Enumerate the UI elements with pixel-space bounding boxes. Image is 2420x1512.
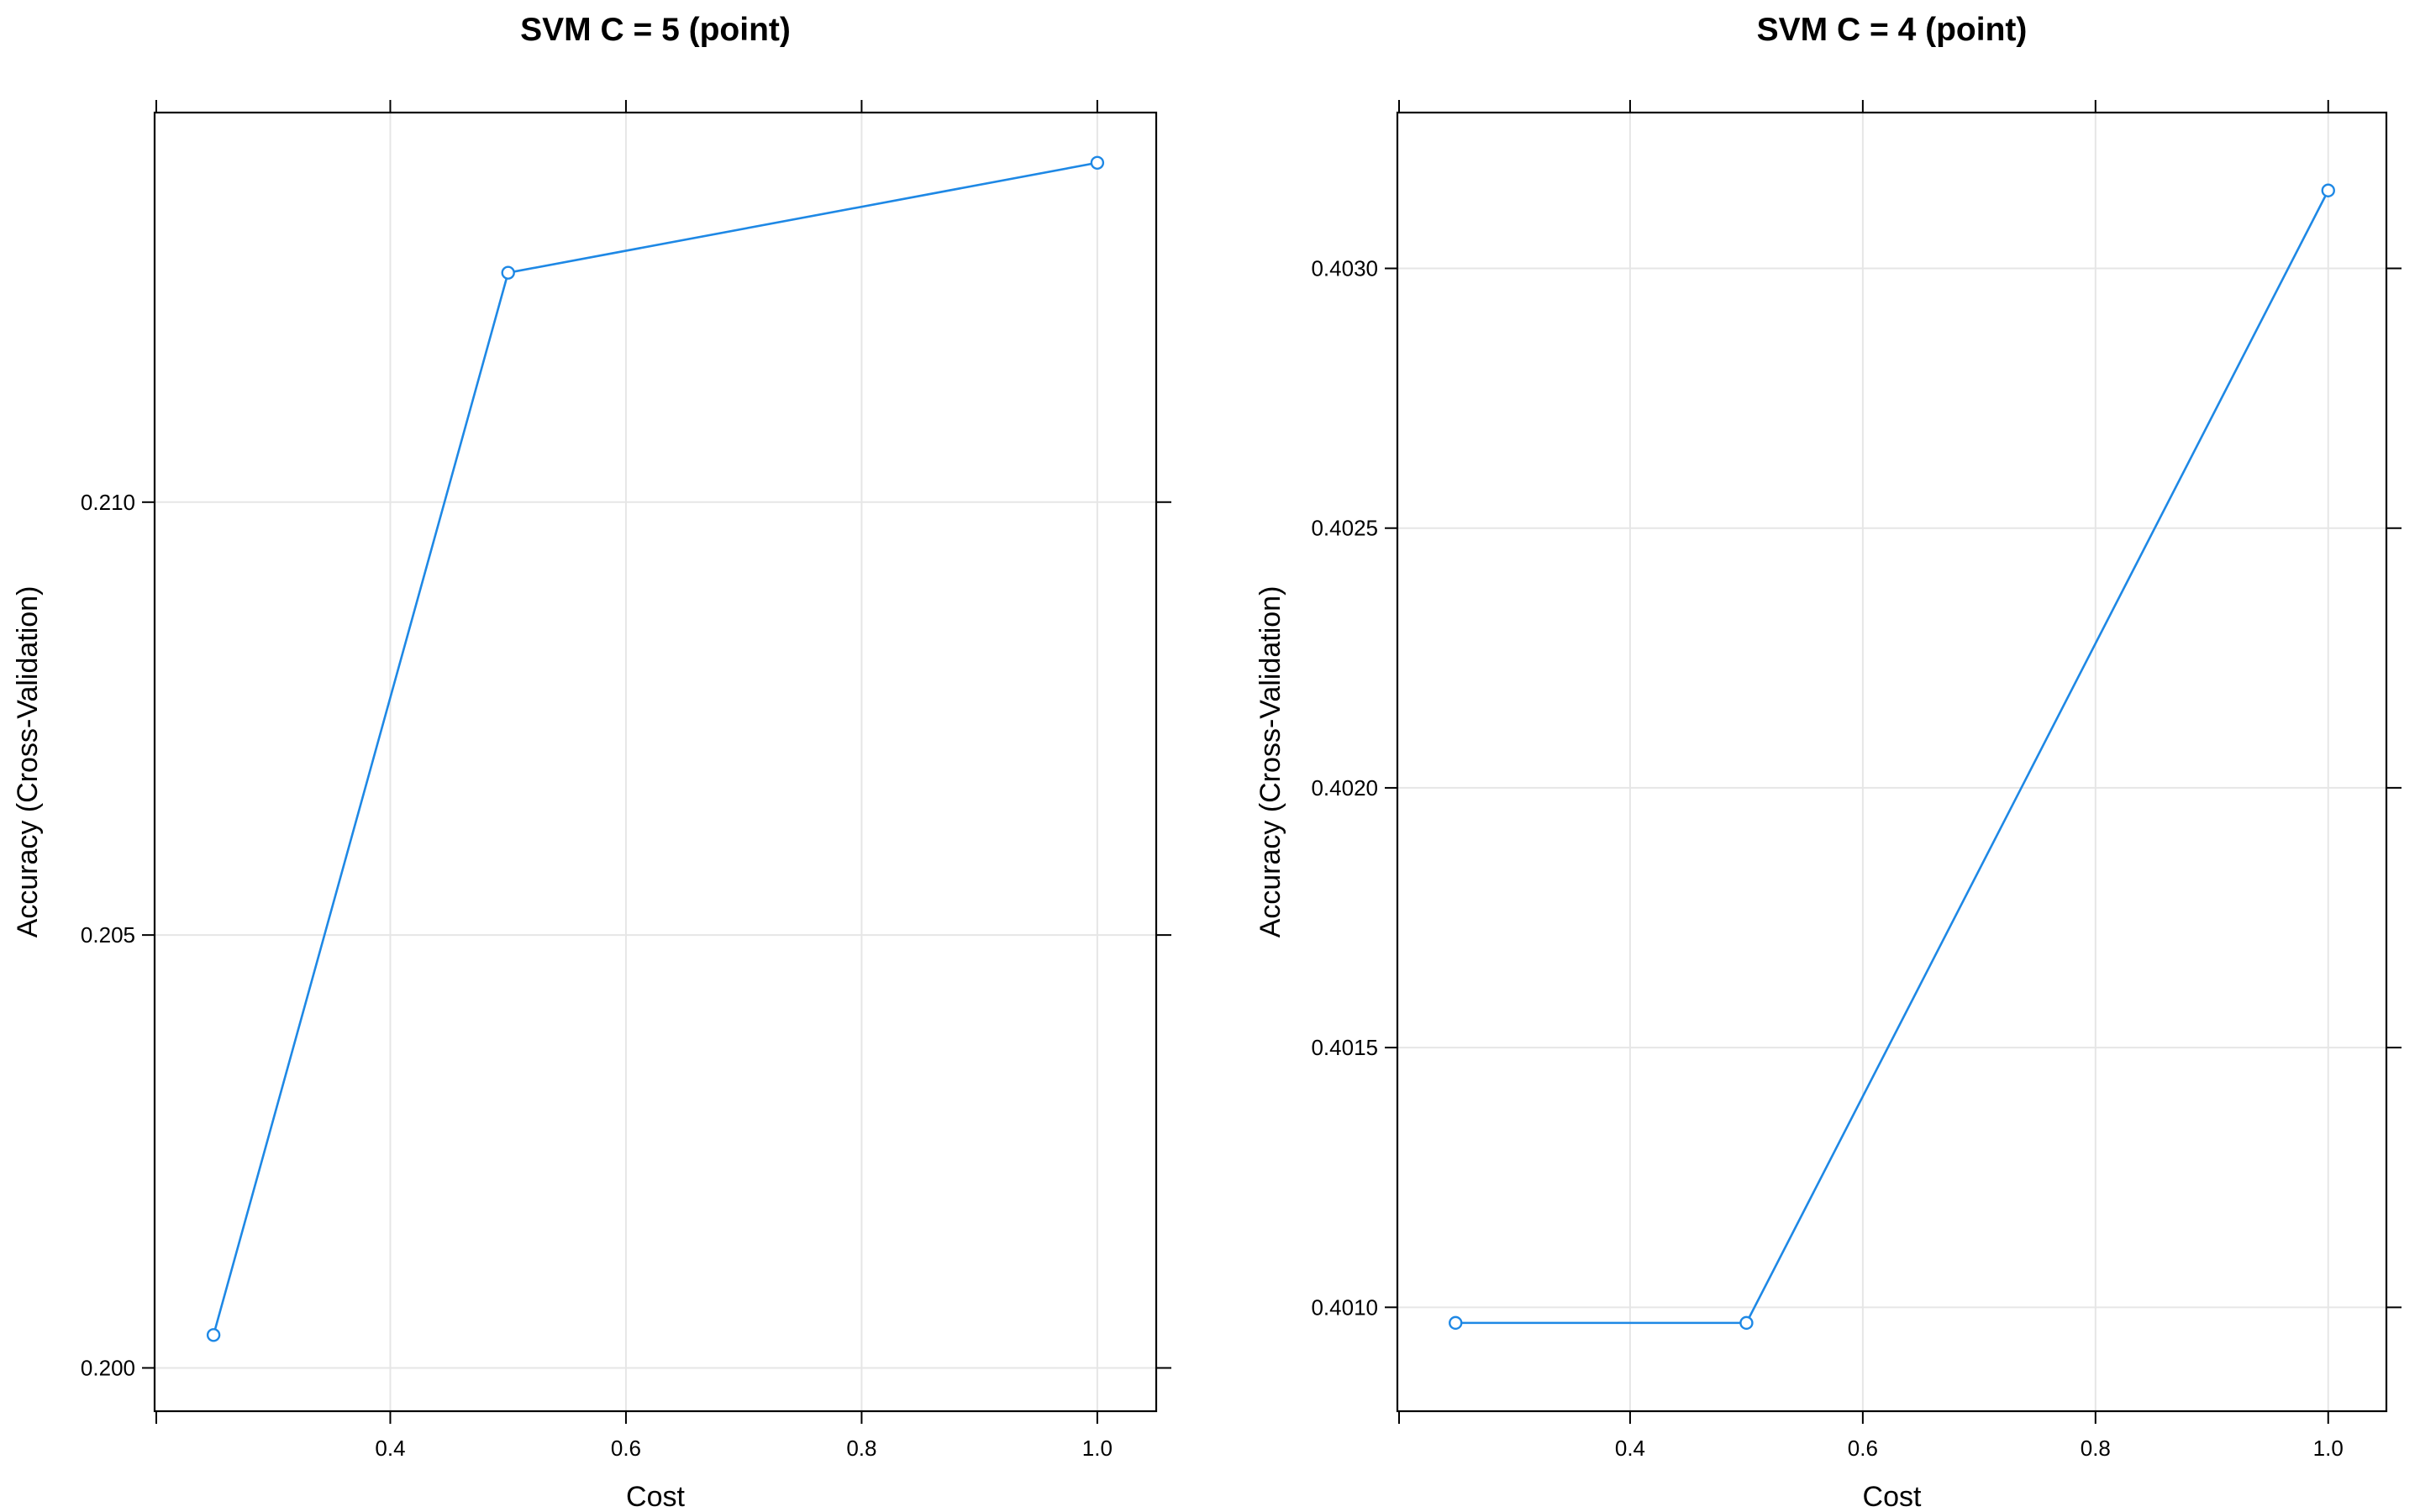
- series-line: [212, 161, 1098, 1336]
- x-tick-label: 0.8: [2081, 1436, 2111, 1461]
- y-tick-label: 0.4030: [1311, 256, 1378, 281]
- y-axis-label: Accuracy (Cross-Validation): [12, 586, 44, 938]
- series-line: [1455, 190, 2329, 1325]
- data-point: [1449, 1315, 1463, 1331]
- y-tick-label: 0.4010: [1311, 1294, 1378, 1320]
- grid: [1397, 113, 2386, 1411]
- plot-frame: [1396, 111, 2388, 1413]
- y-tick-label: 0.4020: [1311, 775, 1378, 801]
- y-tick-label: 0.4015: [1311, 1035, 1378, 1060]
- data-point: [1090, 155, 1105, 170]
- y-tick-label: 0.205: [81, 922, 135, 948]
- x-tick-label: 0.4: [1615, 1436, 1645, 1461]
- x-tick-label: 1.0: [1082, 1436, 1113, 1461]
- x-tick-label: 0.8: [846, 1436, 876, 1461]
- y-axis-label: Accuracy (Cross-Validation): [1255, 586, 1286, 938]
- data-point: [206, 1328, 221, 1342]
- data-point: [1739, 1315, 1754, 1331]
- series-layer: [206, 155, 1105, 1342]
- data-point: [501, 265, 515, 280]
- y-tick-label: 0.4025: [1311, 516, 1378, 541]
- x-axis-label: Cost: [626, 1481, 685, 1512]
- chart-title: SVM C = 5 (point): [520, 12, 791, 48]
- x-tick-label: 0.6: [611, 1436, 641, 1461]
- plot-frame: [153, 111, 1158, 1413]
- x-axis-label: Cost: [1863, 1481, 1922, 1512]
- y-tick-label: 0.200: [81, 1355, 135, 1380]
- axis-ticks: 0.4 0.6 0.8 1.0 0.4010 0.4015 0.4020 0.4025 0.40…: [1311, 100, 2402, 1461]
- data-point: [2321, 183, 2335, 197]
- chart-panel-left: SVM C = 5 (point) Cost Accuracy (Cross-V…: [12, 12, 1171, 1512]
- y-tick-label: 0.210: [81, 490, 135, 515]
- x-tick-label: 0.6: [1848, 1436, 1878, 1461]
- axis-ticks: 0.4 0.6 0.8 1.0 0.200 0.205 0.210: [81, 100, 1171, 1461]
- chart-title: SVM C = 4 (point): [1757, 12, 2028, 48]
- x-tick-label: 1.0: [2313, 1436, 2344, 1461]
- series-layer: [1449, 183, 2335, 1331]
- chart-panel-right: SVM C = 4 (point) Cost Accuracy (Cross-V…: [1255, 12, 2402, 1512]
- x-tick-label: 0.4: [375, 1436, 405, 1461]
- grid: [155, 113, 1156, 1411]
